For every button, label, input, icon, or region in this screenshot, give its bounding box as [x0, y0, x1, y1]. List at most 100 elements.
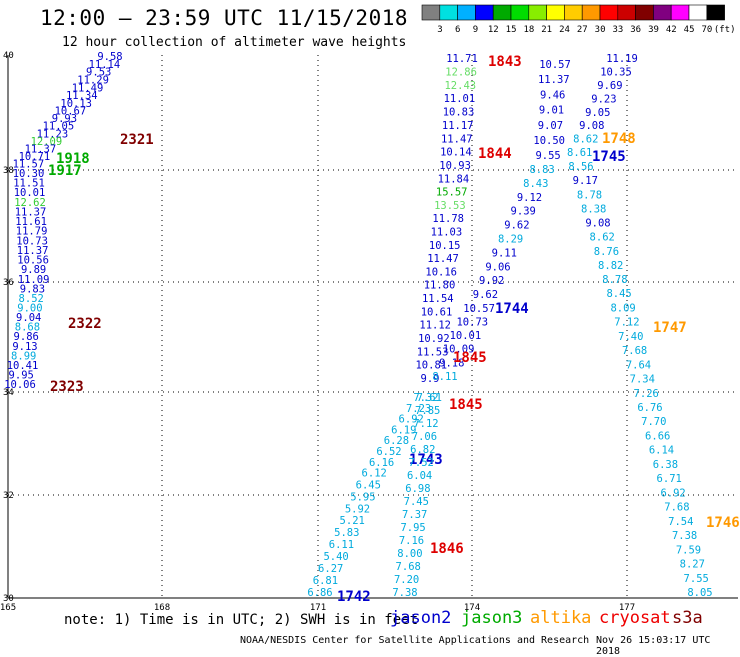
legend-altika: altika [530, 608, 592, 628]
wave-height-value: 8.11 [432, 371, 457, 383]
wave-height-value: 10.01 [450, 330, 482, 342]
wave-height-value: 12.62 [14, 197, 46, 209]
wave-height-value: 9.89 [21, 264, 46, 276]
wave-height-value: 11.51 [13, 178, 45, 190]
wave-height-value: 8.29 [498, 234, 523, 246]
wave-height-value: 8.27 [680, 559, 705, 571]
wave-height-value: 10.83 [443, 107, 475, 119]
wave-height-value: 7.38 [672, 530, 697, 542]
wave-height-value: 12.86 [445, 66, 477, 78]
wave-height-value: 5.83 [334, 527, 359, 539]
wave-height-value: 10.14 [440, 147, 472, 159]
wave-height-value: 11.61 [15, 216, 47, 228]
wave-height-value: 9.08 [579, 120, 604, 132]
wave-height-value: 7.37 [402, 509, 427, 521]
wave-height-value: 10.92 [418, 333, 450, 345]
wave-height-value: 11.47 [441, 133, 473, 145]
wave-height-value: 9.92 [479, 275, 504, 287]
wave-height-value: 7.34 [630, 374, 655, 386]
wave-height-value: 8.99 [11, 350, 36, 362]
pass-time-label: 1743 [409, 452, 443, 468]
pass-time-label: 1747 [653, 320, 687, 336]
wave-height-value: 9.69 [597, 80, 622, 92]
wave-height-value: 6.92 [660, 487, 685, 499]
wave-height-value: 8.45 [606, 288, 631, 300]
wave-height-value: 10.09 [443, 344, 475, 356]
wave-height-value: 7.45 [404, 496, 429, 508]
legend-jason2: jason2 [390, 608, 452, 628]
wave-height-value: 11.71 [446, 53, 478, 65]
wave-height-value: 7.12 [413, 418, 438, 430]
wave-height-value: 7.64 [626, 359, 651, 371]
legend-cryosat: cryosat [599, 608, 671, 628]
wave-height-value: 10.93 [439, 160, 471, 172]
wave-height-value: 11.05 [43, 121, 75, 133]
lat-tick-label: 34 [3, 388, 14, 398]
colorbar: 3 6 9 12 15 18 21 24 27 30 33 36 39 42 45 70 (ft) [421, 4, 736, 35]
wave-height-value: 8.82 [598, 260, 623, 272]
wave-height-value: 11.29 [77, 75, 109, 87]
wave-height-value: 11.37 [25, 143, 57, 155]
lat-tick-label: 36 [3, 278, 14, 288]
wave-height-value: 7.59 [676, 544, 701, 556]
lat-tick-label: 32 [3, 491, 14, 501]
wave-height-value: 9.04 [16, 312, 41, 324]
wave-height-value: 6.45 [356, 479, 381, 491]
wave-height-value: 6.28 [384, 435, 409, 447]
wave-height-value: 7.55 [684, 573, 709, 585]
colorbar-label: 6 [455, 25, 460, 35]
wave-height-value: 11.54 [422, 293, 454, 305]
wave-height-value: 6.52 [376, 446, 401, 458]
wave-height-value: 7.38 [392, 587, 417, 599]
wave-height-value: 9.62 [473, 289, 498, 301]
wave-height-value: 8.61 [567, 147, 592, 159]
generated-timestamp: Nov 26 15:03:17 UTC 2018 [596, 635, 711, 657]
colorbar-label: 33 [612, 25, 623, 35]
wave-height-value: 8.78 [602, 274, 627, 286]
wave-height-value: 5.92 [345, 503, 370, 515]
wave-height-value: 7.95 [400, 522, 425, 534]
wave-height-value: 6.86 [307, 587, 332, 599]
footer-note: note: 1) Time is in UTC; 2) SWH is in fe… [64, 612, 419, 628]
map-title: 12:00 – 23:59 UTC 11/15/2018 [40, 6, 409, 30]
wave-height-value: 6.38 [653, 459, 678, 471]
pass-time-label: 1918 [56, 151, 90, 167]
pass-time-label: 1745 [592, 149, 626, 165]
wave-height-value: 9.9 [421, 373, 440, 385]
wave-height-value: 10.57 [539, 59, 571, 71]
wave-height-value: 10.06 [4, 379, 36, 391]
lon-tick-label: 168 [154, 603, 170, 613]
lon-tick-label: 174 [464, 603, 480, 613]
wave-height-value: 6.66 [645, 431, 670, 443]
wave-height-value: 10.50 [533, 135, 565, 147]
wave-height-value: 11.03 [431, 227, 463, 239]
wave-height-value: 11.37 [538, 74, 570, 86]
wave-height-value: 6.14 [649, 445, 674, 457]
wave-height-value: 8.56 [568, 161, 593, 173]
wave-height-value: 6.82 [410, 444, 435, 456]
wave-height-value: 9.53 [86, 67, 111, 79]
wave-height-value: 9.08 [585, 218, 610, 230]
colorbar-swatch [706, 4, 725, 21]
lat-tick-label: 40 [3, 51, 14, 61]
colorbar-label: 9 [473, 25, 478, 35]
wave-height-value: 7.32 [413, 392, 438, 404]
legend-jason3: jason3 [461, 608, 523, 628]
colorbar-label: 27 [577, 25, 588, 35]
wave-height-value: 11.17 [442, 120, 474, 132]
wave-height-value: 9.07 [538, 120, 563, 132]
wave-height-value: 9.93 [52, 113, 77, 125]
wave-height-value: 6.27 [318, 563, 343, 575]
wave-height-value: 7.23 [406, 403, 431, 415]
wave-height-value: 9.95 [9, 369, 34, 381]
wave-height-value: 7.85 [415, 405, 440, 417]
legend-s3a: s3a [672, 608, 703, 628]
colorbar-label: 21 [541, 25, 552, 35]
wave-height-value: 11.78 [432, 213, 464, 225]
wave-height-value: 7.68 [622, 345, 647, 357]
wave-height-value: 9.05 [585, 107, 610, 119]
wave-height-value: 8.68 [15, 322, 40, 334]
wave-height-value: 10.73 [456, 317, 488, 329]
pass-time-label: 2321 [120, 132, 154, 148]
pass-time-label: 1744 [495, 301, 529, 317]
